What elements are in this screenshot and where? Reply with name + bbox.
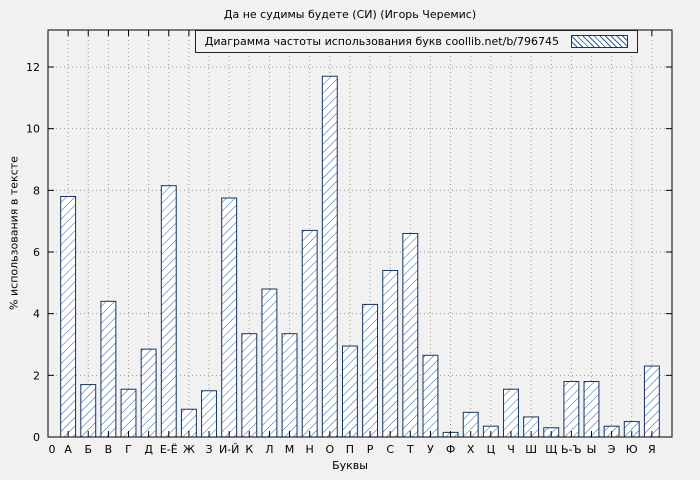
x-tick-label: Л <box>265 443 273 456</box>
y-tick-label: 12 <box>26 61 40 74</box>
legend-swatch <box>571 35 628 48</box>
x-tick-label: Ю <box>626 443 638 456</box>
y-tick-label: 4 <box>33 308 40 321</box>
bar <box>201 390 217 438</box>
bar <box>60 196 77 438</box>
bar <box>241 333 258 438</box>
x-tick-label: Ц <box>487 443 496 456</box>
bar <box>120 388 137 438</box>
y-tick-label: 10 <box>26 123 40 136</box>
x-tick-label: Н <box>306 443 314 456</box>
bar <box>402 233 419 438</box>
x-origin-label: 0 <box>49 443 56 456</box>
x-tick-label: И-Й <box>219 443 239 456</box>
x-tick-label: В <box>105 443 113 456</box>
x-tick-label: О <box>325 443 334 456</box>
y-tick-label: 6 <box>33 246 40 259</box>
legend: Диаграмма частоты использования букв coo… <box>194 30 638 53</box>
x-tick-label: Э <box>608 443 616 456</box>
y-tick-labels: 0 2 4 6 8 10 12 <box>26 61 40 444</box>
x-tick-label: Х <box>467 443 475 456</box>
y-tick-label: 8 <box>33 184 40 197</box>
grid <box>48 30 672 437</box>
bar <box>643 365 660 438</box>
x-tick-labels: 0 А Б В Г Д Е-Ё Ж З И-Й К Л М Н О П Р С Т У Ф Х Ц Ч Ш Щ Ь-Ъ Ы Э Ю Я <box>49 443 656 456</box>
x-axis-label: Буквы <box>332 459 368 472</box>
bar <box>503 388 519 438</box>
x-tick-label: Р <box>367 443 374 456</box>
bar <box>160 185 177 438</box>
x-tick-label: А <box>64 443 72 456</box>
x-tick-label: Ь-Ъ <box>561 443 582 456</box>
bar <box>100 300 117 438</box>
bar <box>281 333 298 438</box>
x-tick-label: Г <box>125 443 132 456</box>
x-tick-label: М <box>285 443 295 456</box>
bar <box>140 348 157 438</box>
x-tick-label: З <box>206 443 213 456</box>
x-tick-label: Т <box>406 443 414 456</box>
bar <box>362 303 379 438</box>
x-tick-label: Ш <box>525 443 537 456</box>
x-tick-label: Ч <box>507 443 515 456</box>
x-tick-label: Д <box>144 443 153 456</box>
bar <box>321 75 338 438</box>
bars <box>60 75 660 438</box>
bar <box>563 381 580 438</box>
x-tick-label: Ж <box>183 443 195 456</box>
y-tick-label: 0 <box>33 431 40 444</box>
legend-label: Диаграмма частоты использования букв coo… <box>204 35 559 48</box>
bar <box>80 384 97 438</box>
x-tick-label: У <box>427 443 434 456</box>
bar <box>583 381 600 438</box>
x-tick-label: Е-Ё <box>160 443 178 456</box>
x-tick-label: Б <box>84 443 92 456</box>
x-tick-label: Ф <box>446 443 455 456</box>
x-tick-label: К <box>245 443 253 456</box>
x-tick-label: Ы <box>587 443 597 456</box>
bar <box>422 354 439 438</box>
chart-title: Да не судимы будете (СИ) (Игорь Черемис) <box>223 8 477 21</box>
bar <box>221 197 238 438</box>
bar <box>301 229 318 438</box>
bar <box>341 345 358 438</box>
x-tick-label: Щ <box>545 443 557 456</box>
bar <box>261 288 278 438</box>
y-tick-label: 2 <box>33 369 40 382</box>
x-tick-label: Я <box>648 443 656 456</box>
bar <box>382 270 399 438</box>
x-tick-label: П <box>346 443 354 456</box>
x-tick-label: С <box>386 443 394 456</box>
